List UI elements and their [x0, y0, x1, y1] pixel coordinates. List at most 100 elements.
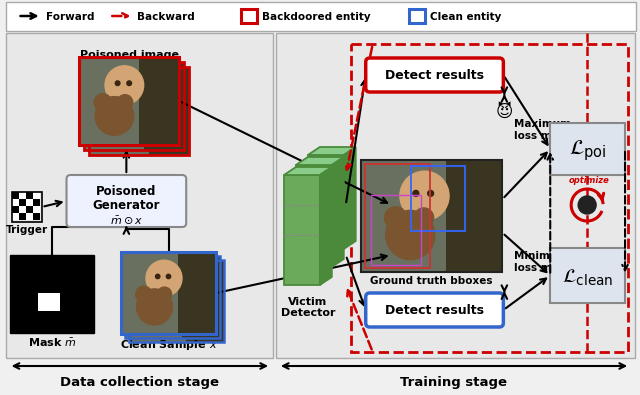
Polygon shape — [332, 157, 344, 267]
Bar — [276, 33, 635, 358]
Circle shape — [120, 86, 125, 90]
Bar — [122, 252, 216, 334]
Bar — [10, 255, 95, 333]
Circle shape — [143, 294, 160, 310]
Circle shape — [428, 190, 433, 196]
Bar — [129, 260, 186, 342]
Polygon shape — [284, 167, 332, 175]
Bar — [361, 160, 502, 272]
Circle shape — [127, 81, 131, 86]
Text: $\mathcal{L}_\mathrm{poi}$: $\mathcal{L}_\mathrm{poi}$ — [569, 139, 607, 164]
Bar — [351, 44, 628, 352]
Bar — [6, 2, 636, 31]
Circle shape — [164, 282, 168, 287]
Text: Mask $\bar{m}$: Mask $\bar{m}$ — [28, 337, 76, 349]
Circle shape — [400, 171, 449, 220]
Text: Forward: Forward — [45, 11, 94, 21]
Circle shape — [161, 291, 175, 305]
Text: Ground truth bboxes: Ground truth bboxes — [371, 276, 493, 286]
Bar — [125, 256, 220, 338]
Bar — [129, 260, 224, 342]
Circle shape — [170, 278, 175, 282]
Circle shape — [110, 71, 148, 109]
Circle shape — [136, 289, 173, 325]
Text: Generator: Generator — [93, 199, 160, 211]
Bar — [361, 160, 445, 272]
Circle shape — [157, 287, 172, 301]
Polygon shape — [344, 147, 356, 249]
Circle shape — [156, 274, 160, 278]
Circle shape — [414, 208, 434, 228]
Text: Backward: Backward — [138, 11, 195, 21]
Bar — [33, 199, 40, 206]
Bar — [90, 67, 149, 155]
Bar — [122, 252, 216, 334]
Circle shape — [146, 260, 182, 296]
Circle shape — [136, 286, 152, 303]
Circle shape — [94, 94, 111, 111]
Bar — [19, 213, 26, 220]
Bar — [122, 252, 216, 334]
Text: Victim: Victim — [288, 297, 328, 307]
Polygon shape — [320, 167, 332, 285]
Circle shape — [132, 86, 136, 90]
Bar — [79, 57, 140, 145]
Circle shape — [154, 268, 190, 304]
Circle shape — [174, 282, 179, 287]
Bar — [12, 192, 19, 199]
Circle shape — [115, 81, 120, 86]
Polygon shape — [296, 157, 344, 165]
Circle shape — [156, 274, 160, 278]
Circle shape — [127, 81, 131, 86]
Circle shape — [100, 102, 139, 140]
Circle shape — [122, 100, 138, 115]
Bar — [79, 57, 179, 145]
Text: Training stage: Training stage — [400, 376, 507, 389]
Bar — [38, 293, 60, 311]
Bar — [19, 199, 26, 206]
Circle shape — [95, 97, 134, 135]
Bar — [6, 33, 273, 358]
Bar — [371, 195, 420, 265]
FancyBboxPatch shape — [365, 58, 504, 92]
Bar — [550, 248, 625, 303]
Bar — [19, 206, 26, 213]
Circle shape — [136, 286, 152, 303]
Bar — [122, 252, 178, 334]
Bar — [90, 67, 189, 155]
Text: Trigger: Trigger — [6, 225, 48, 235]
Polygon shape — [308, 147, 356, 155]
Bar — [26, 213, 33, 220]
Bar — [33, 213, 40, 220]
Text: Data collection stage: Data collection stage — [60, 376, 219, 389]
Text: Clean Sample $x$: Clean Sample $x$ — [120, 338, 218, 352]
Bar — [79, 57, 179, 145]
Circle shape — [95, 97, 134, 135]
Circle shape — [141, 293, 177, 329]
Bar — [84, 62, 144, 150]
Bar — [308, 155, 344, 249]
Bar — [33, 192, 40, 199]
Circle shape — [166, 274, 171, 278]
Bar — [84, 62, 184, 150]
Text: $\bar{m} \odot x$: $\bar{m} \odot x$ — [110, 215, 143, 227]
Bar — [365, 164, 429, 268]
Bar — [26, 206, 33, 213]
Circle shape — [99, 99, 116, 116]
Circle shape — [105, 66, 143, 105]
Bar — [79, 57, 179, 145]
Text: $\mathcal{L}_\mathrm{clean}$: $\mathcal{L}_\mathrm{clean}$ — [562, 267, 613, 288]
Circle shape — [386, 211, 435, 260]
Bar — [12, 192, 42, 222]
FancyBboxPatch shape — [67, 175, 186, 227]
Text: Detect results: Detect results — [385, 303, 484, 316]
Bar — [129, 260, 224, 342]
Circle shape — [146, 260, 182, 296]
Circle shape — [105, 66, 143, 105]
Text: Detector: Detector — [280, 308, 335, 318]
Bar — [411, 166, 465, 231]
Text: optimize: optimize — [569, 176, 609, 185]
Circle shape — [413, 190, 419, 196]
Text: Detect results: Detect results — [385, 68, 484, 81]
Bar — [550, 123, 625, 175]
